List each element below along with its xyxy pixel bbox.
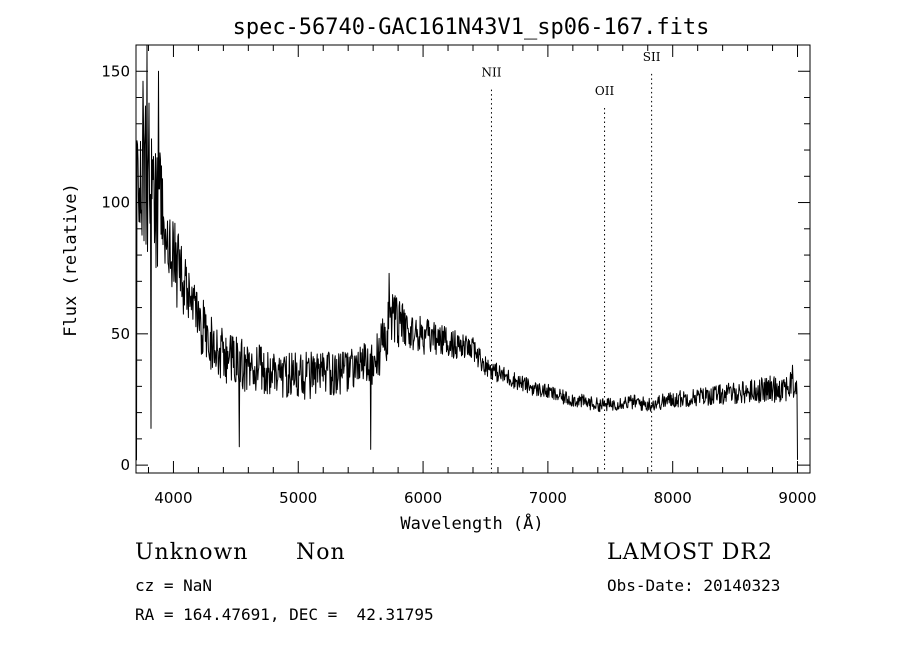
x-tick-label: 7000 [529, 489, 567, 507]
y-tick-label: 50 [111, 325, 130, 343]
spectrum-flux-line [135, 44, 798, 461]
cz-label: cz = NaN [135, 576, 213, 595]
x-tick-label: 9000 [778, 489, 816, 507]
plot-area: 4000 5000 6000 7000 8000 9000 0 50 100 150 NII OII S… [101, 44, 817, 507]
emission-line-label: SII [643, 50, 661, 64]
coordinates-label: RA = 164.47691, DEC = 42.31795 [135, 605, 434, 624]
subclass-label: Non [296, 540, 346, 565]
x-axis-label: Wavelength (Å) [400, 512, 543, 534]
y-axis-label: Flux (relative) [61, 183, 81, 337]
obs-date-label: Obs-Date: 20140323 [607, 576, 781, 595]
emission-line-label: OII [595, 84, 615, 98]
emission-line-label: NII [481, 66, 501, 80]
chart-title: spec-56740-GAC161N43V1_sp06-167.fits [233, 15, 710, 40]
y-tick-label: 100 [101, 194, 130, 212]
y-tick-label: 150 [101, 62, 130, 80]
x-tick-label: 5000 [279, 489, 317, 507]
survey-label: LAMOST DR2 [607, 540, 773, 565]
x-tick-label: 8000 [654, 489, 692, 507]
x-tick-label: 6000 [404, 489, 442, 507]
class-label: Unknown [135, 540, 249, 565]
y-tick-label: 0 [120, 456, 130, 474]
x-tick-label: 4000 [154, 489, 192, 507]
plot-frame [135, 44, 811, 474]
